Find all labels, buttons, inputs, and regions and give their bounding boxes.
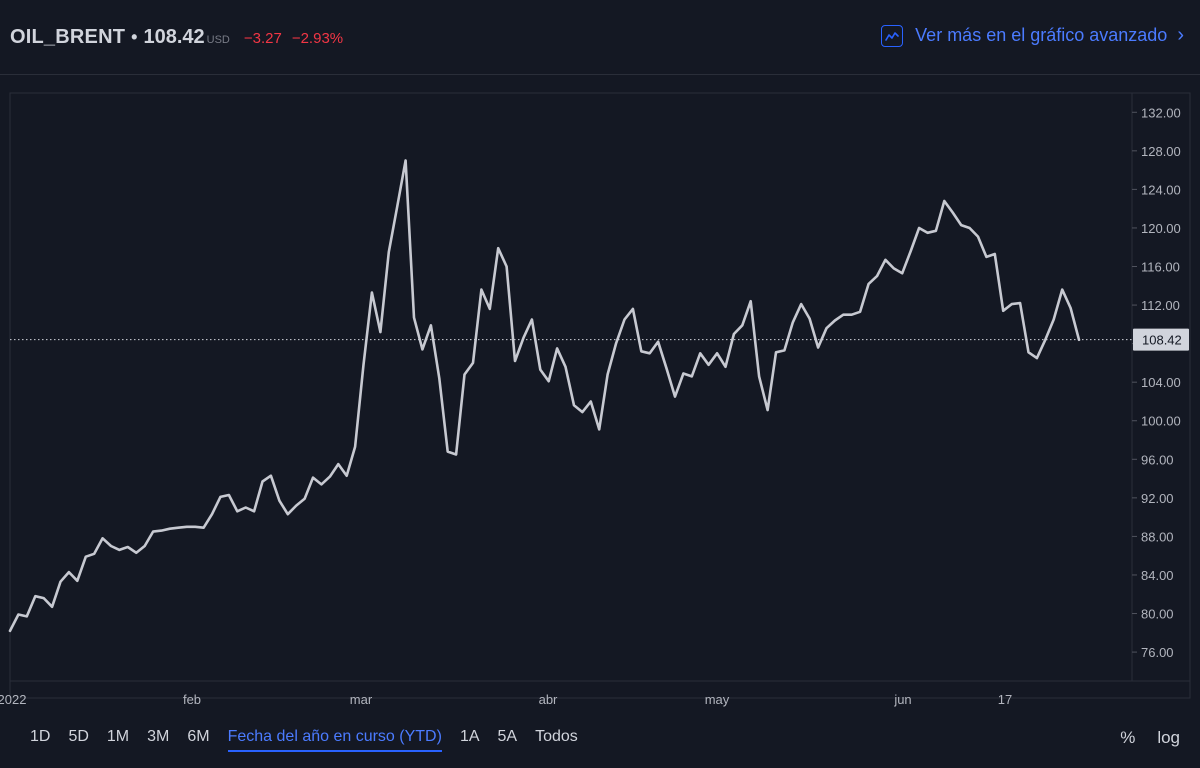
range-button-1[interactable]: 5D (68, 728, 89, 745)
y-tick-label: 84.00 (1141, 568, 1174, 583)
last-price: 108.42 (143, 26, 205, 48)
range-button-3[interactable]: 3M (147, 728, 170, 745)
y-tick-label: 100.00 (1141, 414, 1181, 429)
y-tick-label: 80.00 (1141, 607, 1174, 622)
chart-line-icon (881, 24, 904, 47)
y-tick-label: 116.00 (1141, 260, 1180, 275)
range-button-2[interactable]: 1M (106, 728, 130, 745)
x-tick-label: abr (539, 692, 558, 707)
range-button-5[interactable]: Fecha del año en curso (YTD) (227, 728, 442, 752)
y-tick-label: 132.00 (1141, 105, 1181, 120)
chevron-right-icon: › (1177, 24, 1184, 46)
x-tick-label: mar (350, 692, 373, 707)
last-price-label: 108.42 (1142, 333, 1182, 348)
chart-frame (9, 92, 1191, 699)
range-toolbar: 1D 5D 1M 3M 6M Fecha del año en curso (YTD) 1A… (0, 714, 1200, 768)
x-tick-label: jun (893, 692, 911, 707)
y-tick-label: 88.00 (1141, 529, 1174, 544)
y-tick-label: 112.00 (1141, 298, 1180, 313)
symbol-header: OIL_BRENT • 108.42 USD −3.27 −2.93% Ver … (0, 0, 1200, 75)
range-button-6[interactable]: 1A (459, 728, 480, 745)
x-tick-label: 17 (998, 692, 1012, 707)
range-button-7[interactable]: 5A (497, 728, 518, 745)
symbol-info: OIL_BRENT • 108.42 USD −3.27 −2.93% (10, 26, 343, 49)
y-tick-label: 120.00 (1141, 221, 1181, 236)
y-tick-label: 96.00 (1141, 452, 1174, 467)
range-button-4[interactable]: 6M (187, 728, 210, 745)
advanced-chart-label: Ver más en el gráfico avanzado (915, 25, 1168, 45)
last-price-label-bg (1133, 328, 1189, 351)
symbol-separator: • (131, 27, 138, 47)
y-tick-label: 104.00 (1141, 375, 1181, 390)
range-buttons: 1D 5D 1M 3M 6M Fecha del año en curso (YTD) 1A… (30, 728, 596, 752)
range-button-8[interactable]: Todos (535, 728, 578, 745)
price-chart[interactable]: 132.00 128.00 124.00 120.00 116.00 112.00 108.… (0, 76, 1200, 714)
advanced-chart-link[interactable]: Ver más en el gráfico avanzado › (881, 24, 1184, 47)
y-tick-label: 76.00 (1141, 645, 1174, 660)
x-tick-label: feb (183, 692, 201, 707)
price-line (8, 159, 1081, 633)
percent-scale-button[interactable]: % (1120, 728, 1136, 747)
price-change: −3.27 (243, 30, 282, 47)
x-tick-label: may (705, 692, 730, 707)
chart-svg[interactable]: 132.00 128.00 124.00 120.00 116.00 112.00 108.… (0, 76, 1200, 714)
y-tick-label: 92.00 (1141, 491, 1174, 506)
y-tick-label: 128.00 (1141, 144, 1181, 159)
range-button-0[interactable]: 1D (30, 728, 51, 745)
x-tick-label: 2022 (0, 692, 26, 707)
y-tick-label: 124.00 (1141, 182, 1181, 197)
log-scale-button[interactable]: log (1157, 728, 1180, 747)
currency-label: USD (206, 34, 230, 46)
price-change-percent: −2.93% (291, 30, 344, 47)
scale-options: % log (1098, 728, 1180, 748)
symbol-name[interactable]: OIL_BRENT (10, 26, 126, 48)
